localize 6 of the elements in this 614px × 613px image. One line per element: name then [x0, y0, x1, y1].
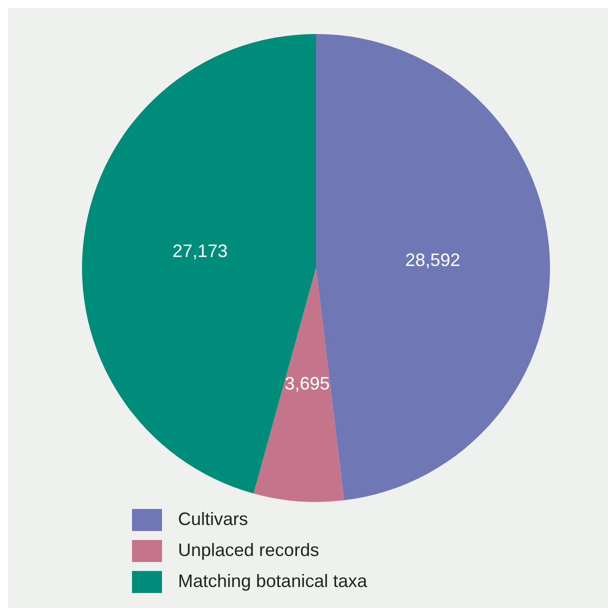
legend-label: Matching botanical taxa	[178, 571, 368, 592]
data-label: 28,592	[405, 250, 460, 270]
data-label: 3,695	[284, 374, 330, 394]
data-label: 27,173	[172, 241, 228, 262]
legend-label: Unplaced records	[178, 540, 320, 561]
legend-label: Cultivars	[178, 509, 248, 530]
